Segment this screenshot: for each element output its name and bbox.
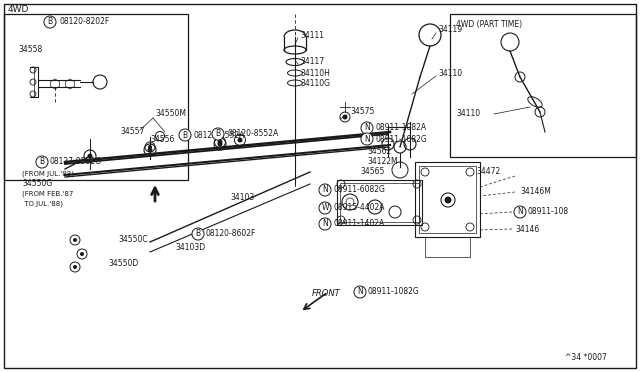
Circle shape bbox=[88, 154, 93, 158]
Circle shape bbox=[342, 115, 348, 119]
Bar bbox=[419, 166, 476, 233]
Bar bbox=[425, 237, 470, 257]
Text: 34119: 34119 bbox=[438, 26, 462, 35]
Text: 08911-1082A: 08911-1082A bbox=[375, 124, 426, 132]
Text: N: N bbox=[364, 124, 370, 132]
Text: 34146: 34146 bbox=[515, 224, 540, 234]
Text: 34122M: 34122M bbox=[367, 157, 397, 167]
Bar bbox=[415, 162, 480, 237]
Text: 08911-1402A: 08911-1402A bbox=[333, 219, 384, 228]
Circle shape bbox=[73, 238, 77, 242]
Text: FRONT: FRONT bbox=[312, 289, 340, 298]
Text: TO JUL.'88): TO JUL.'88) bbox=[22, 201, 63, 207]
Text: 34550D: 34550D bbox=[108, 260, 138, 269]
Text: 34103D: 34103D bbox=[175, 243, 205, 251]
Text: 34556: 34556 bbox=[150, 135, 174, 144]
Bar bbox=[4, 14, 188, 180]
Text: (FROM JUL.'88): (FROM JUL.'88) bbox=[22, 171, 74, 177]
Text: 34558: 34558 bbox=[18, 45, 42, 55]
Text: W: W bbox=[321, 203, 329, 212]
Text: 08911-1082G: 08911-1082G bbox=[375, 135, 427, 144]
Text: B: B bbox=[40, 157, 45, 167]
Text: 08120-8552A: 08120-8552A bbox=[227, 129, 278, 138]
Text: 4WD: 4WD bbox=[8, 6, 29, 15]
Text: (FROM FEB.'87: (FROM FEB.'87 bbox=[22, 191, 74, 197]
Text: N: N bbox=[322, 186, 328, 195]
Text: 34550C: 34550C bbox=[118, 235, 148, 244]
Text: 08120-8552A: 08120-8552A bbox=[193, 131, 244, 140]
Text: B: B bbox=[216, 129, 221, 138]
Text: 34550M: 34550M bbox=[155, 109, 186, 119]
Text: 08911-6082G: 08911-6082G bbox=[333, 186, 385, 195]
Circle shape bbox=[237, 138, 243, 142]
Text: 08120-8602F: 08120-8602F bbox=[206, 230, 257, 238]
Circle shape bbox=[218, 141, 223, 147]
Text: 34550G: 34550G bbox=[22, 180, 52, 189]
Text: 34111: 34111 bbox=[300, 31, 324, 39]
Text: 34103: 34103 bbox=[230, 193, 254, 202]
Text: N: N bbox=[357, 288, 363, 296]
Text: 08915-4402A: 08915-4402A bbox=[333, 203, 385, 212]
Text: 08120-8202F: 08120-8202F bbox=[59, 17, 109, 26]
Text: B: B bbox=[47, 17, 52, 26]
Circle shape bbox=[80, 252, 84, 256]
Text: 34565: 34565 bbox=[360, 167, 385, 176]
Text: N: N bbox=[517, 208, 523, 217]
Text: 08911-108: 08911-108 bbox=[528, 208, 569, 217]
Text: 34117: 34117 bbox=[300, 58, 324, 67]
Text: ^34 *0007: ^34 *0007 bbox=[565, 353, 607, 362]
Text: 34575: 34575 bbox=[350, 108, 374, 116]
Circle shape bbox=[148, 145, 152, 149]
Bar bbox=[450, 14, 636, 157]
Bar bbox=[337, 180, 422, 225]
Text: 08911-1082G: 08911-1082G bbox=[368, 288, 420, 296]
Text: N: N bbox=[322, 219, 328, 228]
Text: 34472: 34472 bbox=[476, 167, 500, 176]
Text: B: B bbox=[182, 131, 188, 140]
Text: 34557: 34557 bbox=[120, 128, 145, 137]
Circle shape bbox=[218, 140, 223, 144]
Text: 34110: 34110 bbox=[438, 70, 462, 78]
Circle shape bbox=[445, 196, 451, 203]
Text: 34146M: 34146M bbox=[520, 187, 551, 196]
Circle shape bbox=[147, 148, 152, 153]
Bar bbox=[340, 183, 419, 222]
Circle shape bbox=[73, 265, 77, 269]
Text: B: B bbox=[195, 230, 200, 238]
Text: 4WD (PART TIME): 4WD (PART TIME) bbox=[456, 19, 522, 29]
Text: N: N bbox=[364, 135, 370, 144]
Text: 34562: 34562 bbox=[367, 148, 391, 157]
Text: 08127-0552G: 08127-0552G bbox=[50, 157, 102, 167]
Text: 34110: 34110 bbox=[456, 109, 480, 119]
Text: 34110G: 34110G bbox=[300, 80, 330, 89]
Text: 34110H: 34110H bbox=[300, 70, 330, 78]
